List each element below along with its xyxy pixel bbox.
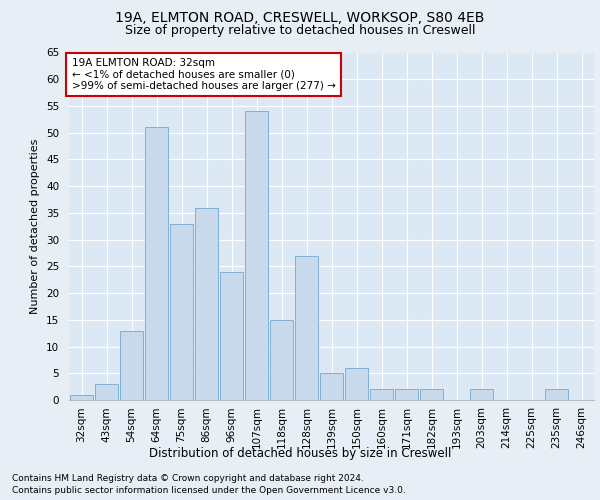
Bar <box>195 208 218 400</box>
Bar <box>170 224 193 400</box>
Y-axis label: Number of detached properties: Number of detached properties <box>31 138 40 314</box>
Text: Contains public sector information licensed under the Open Government Licence v3: Contains public sector information licen… <box>12 486 406 495</box>
Bar <box>145 128 168 400</box>
Text: Contains HM Land Registry data © Crown copyright and database right 2024.: Contains HM Land Registry data © Crown c… <box>12 474 364 483</box>
Bar <box>70 394 93 400</box>
Text: Distribution of detached houses by size in Creswell: Distribution of detached houses by size … <box>149 448 451 460</box>
Bar <box>295 256 318 400</box>
Bar <box>120 330 143 400</box>
Text: Size of property relative to detached houses in Creswell: Size of property relative to detached ho… <box>125 24 475 37</box>
Bar <box>220 272 243 400</box>
Bar <box>245 112 268 400</box>
Bar <box>545 390 568 400</box>
Bar <box>370 390 393 400</box>
Text: 19A ELMTON ROAD: 32sqm
← <1% of detached houses are smaller (0)
>99% of semi-det: 19A ELMTON ROAD: 32sqm ← <1% of detached… <box>71 58 335 91</box>
Bar <box>420 390 443 400</box>
Text: 19A, ELMTON ROAD, CRESWELL, WORKSOP, S80 4EB: 19A, ELMTON ROAD, CRESWELL, WORKSOP, S80… <box>115 11 485 25</box>
Bar <box>345 368 368 400</box>
Bar <box>320 374 343 400</box>
Bar <box>470 390 493 400</box>
Bar <box>395 390 418 400</box>
Bar <box>95 384 118 400</box>
Bar <box>270 320 293 400</box>
